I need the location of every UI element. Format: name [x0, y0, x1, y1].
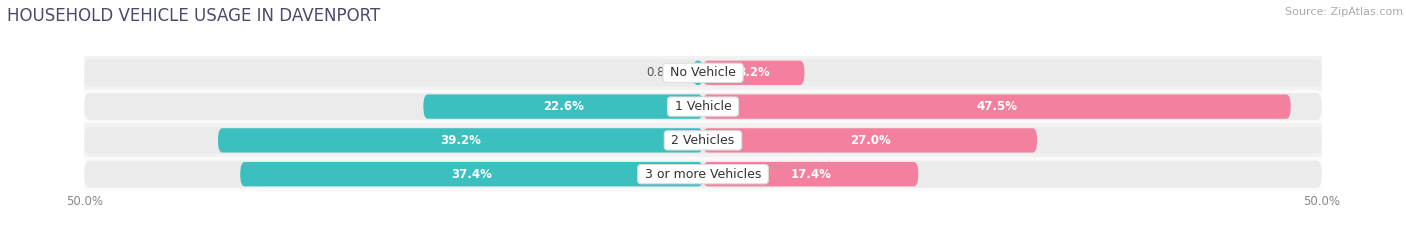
Bar	[84, 123, 1322, 157]
Text: HOUSEHOLD VEHICLE USAGE IN DAVENPORT: HOUSEHOLD VEHICLE USAGE IN DAVENPORT	[7, 7, 380, 25]
FancyBboxPatch shape	[84, 161, 1322, 188]
FancyBboxPatch shape	[703, 128, 1038, 153]
FancyBboxPatch shape	[84, 127, 1322, 154]
Text: 3 or more Vehicles: 3 or more Vehicles	[641, 168, 765, 181]
Bar	[84, 157, 1322, 191]
Text: 39.2%: 39.2%	[440, 134, 481, 147]
Text: 47.5%: 47.5%	[976, 100, 1018, 113]
FancyBboxPatch shape	[84, 93, 1322, 120]
Text: 8.2%: 8.2%	[737, 66, 770, 79]
Text: 37.4%: 37.4%	[451, 168, 492, 181]
Text: 1 Vehicle: 1 Vehicle	[671, 100, 735, 113]
Text: 0.82%: 0.82%	[645, 66, 683, 79]
FancyBboxPatch shape	[240, 162, 703, 186]
Text: 2 Vehicles: 2 Vehicles	[668, 134, 738, 147]
FancyBboxPatch shape	[703, 94, 1291, 119]
Text: 27.0%: 27.0%	[849, 134, 890, 147]
FancyBboxPatch shape	[423, 94, 703, 119]
FancyBboxPatch shape	[703, 162, 918, 186]
Text: 22.6%: 22.6%	[543, 100, 583, 113]
FancyBboxPatch shape	[703, 61, 804, 85]
Text: 17.4%: 17.4%	[790, 168, 831, 181]
FancyBboxPatch shape	[84, 59, 1322, 86]
FancyBboxPatch shape	[693, 61, 703, 85]
Bar	[84, 90, 1322, 123]
Text: Source: ZipAtlas.com: Source: ZipAtlas.com	[1285, 7, 1403, 17]
Text: No Vehicle: No Vehicle	[666, 66, 740, 79]
Bar	[84, 56, 1322, 90]
FancyBboxPatch shape	[218, 128, 703, 153]
